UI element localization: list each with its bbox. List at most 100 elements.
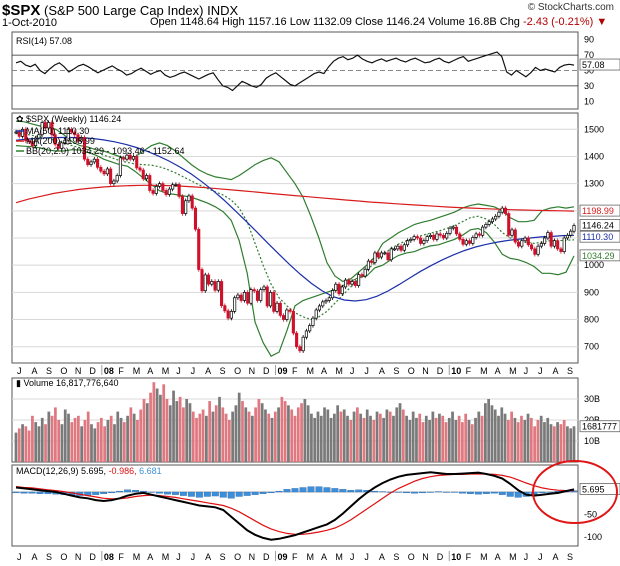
volume-bar: [365, 409, 369, 462]
candle-body: [314, 309, 318, 319]
macd-x-tick-label: O: [408, 552, 415, 562]
macd-line: [15, 471, 575, 541]
candle-body: [151, 190, 155, 194]
candle-body: [523, 237, 527, 242]
macd-histogram-bar: [283, 489, 291, 493]
macd-x-tick-label: A: [31, 552, 37, 562]
macd-x-tick-label: S: [567, 552, 573, 562]
price-x-tick-label: O: [234, 366, 241, 376]
volume-bar: [359, 413, 363, 462]
candle-body: [131, 156, 136, 160]
macd-x-tick-label: S: [46, 552, 52, 562]
candle-body: [50, 122, 54, 136]
volume-bar: [119, 417, 123, 462]
macd-histogram-bar: [371, 490, 379, 493]
volume-bar: [227, 420, 231, 462]
volume-bar: [326, 409, 330, 462]
macd-histogram-bar: [506, 491, 514, 497]
candle-body: [115, 175, 119, 182]
candle-body: [30, 141, 34, 146]
price-x-tick-label: J: [364, 366, 369, 376]
candle-body: [76, 134, 80, 142]
macd-histogram-bar: [347, 490, 355, 493]
candle-body: [298, 346, 302, 352]
macd-histogram-bar: [331, 488, 339, 493]
volume-bar: [191, 411, 195, 462]
candle-body: [539, 243, 543, 247]
macd-x-tick-label: N: [249, 552, 256, 562]
volume-bar: [556, 422, 559, 462]
rsi-last-tag-box: [579, 58, 620, 71]
volume-bar: [438, 413, 441, 462]
macd-histogram-bar: [443, 491, 450, 493]
candle-body: [226, 310, 230, 319]
volume-bar: [500, 407, 504, 462]
price-x-tick-label: O: [60, 366, 67, 376]
candle-body: [402, 244, 406, 251]
macd-last-tag-box: [579, 483, 620, 495]
volume-bar: [188, 403, 192, 462]
ma50-last-tag: 1110.30: [582, 232, 613, 242]
macd-histogram-bar: [211, 491, 219, 497]
volume-bar: [388, 411, 392, 462]
price-x-tick-label: F: [292, 366, 298, 376]
volume-bar: [14, 432, 18, 462]
candle-body: [562, 237, 566, 252]
volume-bar: [287, 405, 290, 462]
volume-bar: [323, 407, 326, 462]
macd-histogram-bar: [514, 491, 522, 498]
macd-histogram-bar: [187, 491, 195, 497]
candle-body: [288, 309, 292, 312]
macd-x-tick-label: M: [335, 552, 343, 562]
volume-bar: [280, 396, 284, 462]
candle-body: [490, 218, 494, 223]
volume-bar: [152, 382, 156, 462]
candle-body: [109, 168, 113, 185]
price-x-tick-label: A: [495, 366, 501, 376]
price-legend-title: ✿ $SPX (Weekly) 1146.24: [16, 114, 121, 124]
volume-bar: [362, 417, 366, 462]
volume-bar: [523, 420, 527, 462]
price-x-tick-label: S: [567, 366, 573, 376]
price-x-tick-label: D: [89, 366, 96, 376]
price-x-tick-label: F: [118, 366, 124, 376]
macd-x-tick-label: N: [75, 552, 82, 562]
volume-tick-label: 10B: [584, 436, 600, 446]
price-x-tick-label: J: [17, 366, 22, 376]
volume-bar: [431, 411, 435, 462]
volume-bar: [533, 426, 536, 462]
price-x-tick-label: N: [75, 366, 82, 376]
macd-histogram-bar: [140, 490, 147, 493]
candle-body: [409, 239, 413, 242]
volume-bar: [201, 409, 205, 462]
volume-bar: [195, 417, 198, 462]
volume-bar: [24, 426, 28, 462]
macd-x-tick-label: A: [495, 552, 501, 562]
candle-body: [373, 252, 377, 263]
ohlc-readout: Open 1148.64 High 1157.16 Low 1132.09 Cl…: [150, 16, 608, 28]
candle-body: [503, 207, 508, 214]
volume-bar: [306, 405, 310, 462]
volume-bar: [336, 405, 340, 462]
candle-body: [37, 134, 41, 139]
price-tick-label: 1000: [584, 260, 604, 270]
bb-lower-last-tag-box: [579, 249, 620, 262]
macd-x-tick-label: S: [393, 552, 399, 562]
volume-bar: [401, 409, 405, 462]
macd-histogram-bar: [323, 487, 331, 493]
candle-body: [422, 240, 426, 244]
candle-body: [330, 290, 335, 299]
macd-x-tick-label: F: [466, 552, 472, 562]
macd-x-tick-label: S: [220, 552, 226, 562]
candle-body: [252, 289, 256, 292]
candle-body: [311, 317, 315, 326]
volume-bar: [270, 417, 274, 462]
rsi-tick-label: 90: [584, 35, 594, 45]
volume-bar: [529, 417, 533, 462]
volume-bar: [86, 411, 90, 462]
volume-legend: ▮ Volume 16,817,776,640: [16, 378, 119, 388]
candle-body: [399, 245, 403, 251]
volume-bar: [543, 422, 546, 462]
volume-bar: [27, 430, 31, 462]
volume-bar: [44, 424, 47, 462]
